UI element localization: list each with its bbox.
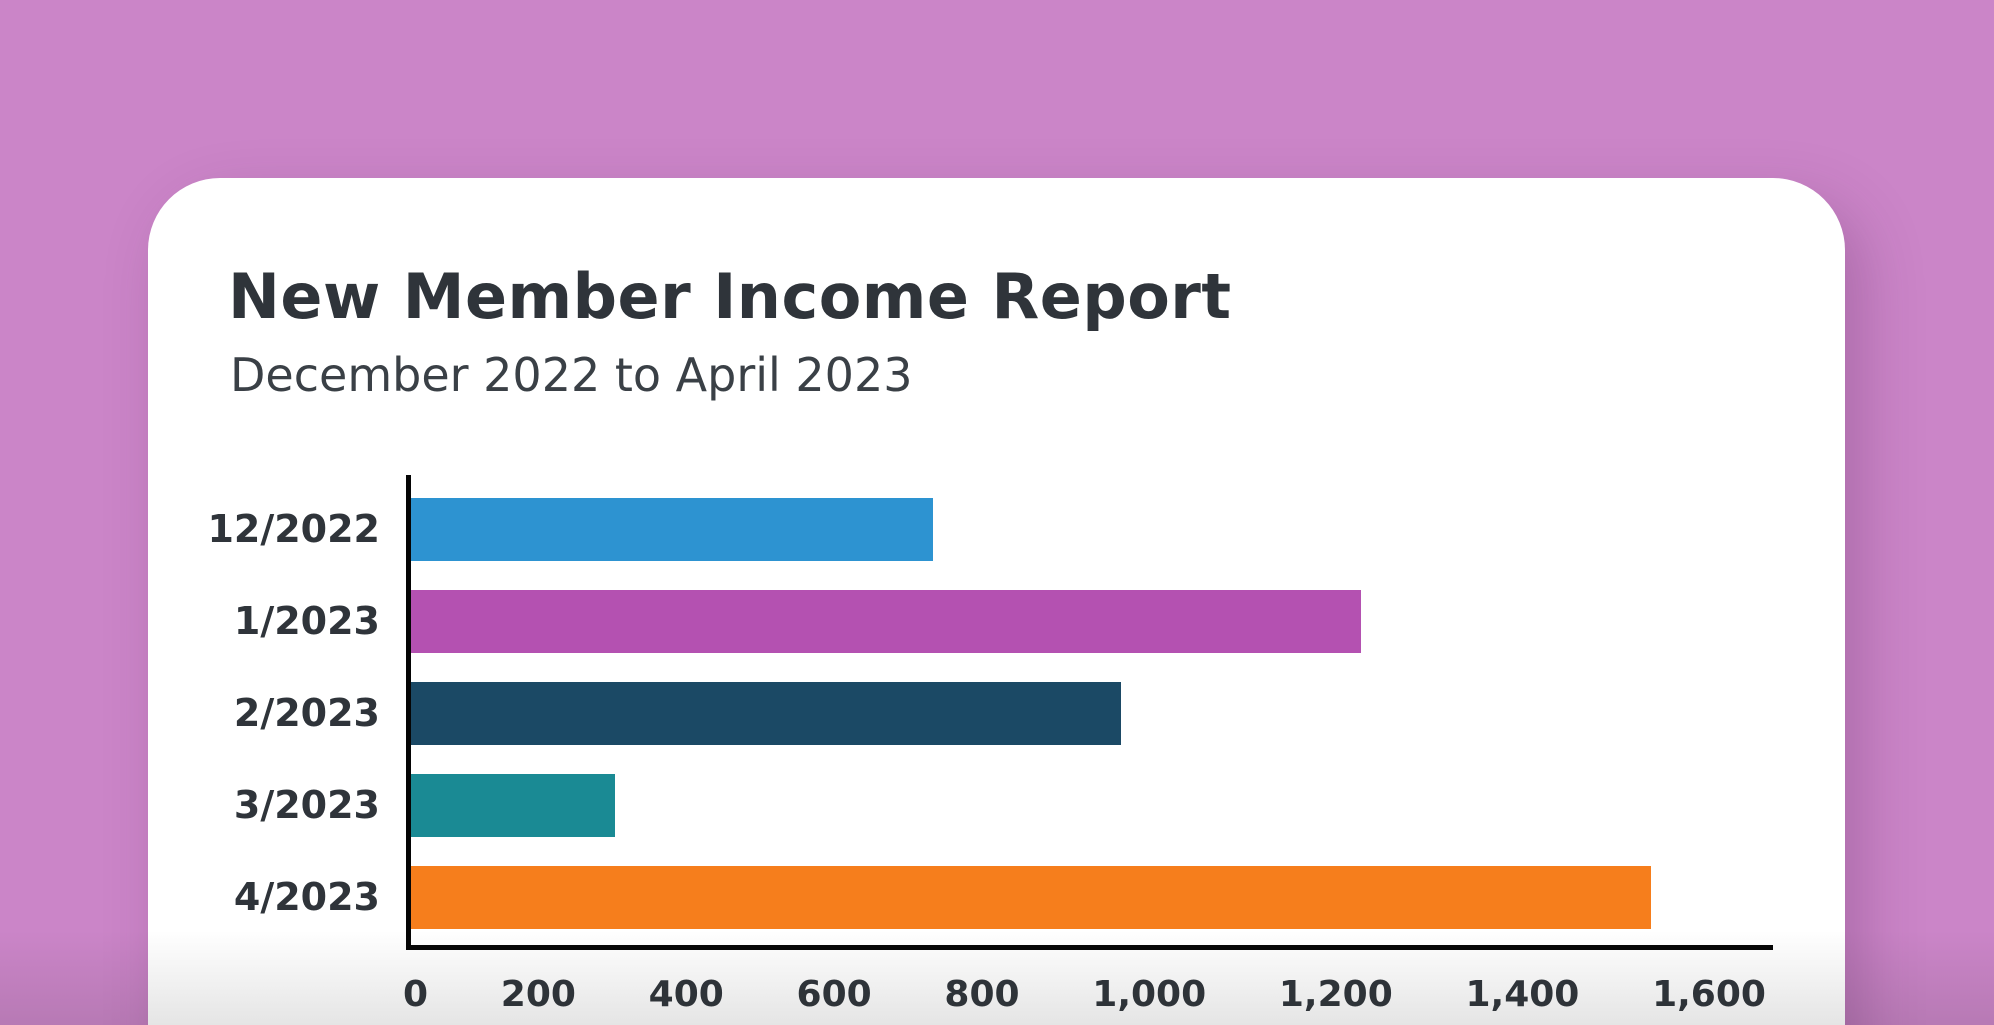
category-label: 4/2023 [233,875,380,919]
x-tick-label: 200 [500,974,576,1015]
x-tick-label: 1,400 [1465,974,1580,1015]
bar [411,773,615,837]
bar-row: 12/2022 [207,483,1773,575]
bar [411,589,1362,653]
bar [411,681,1121,745]
x-tick-label: 1,000 [1092,974,1207,1015]
bar [411,865,1651,929]
category-label: 1/2023 [233,599,380,643]
x-tick-label: 600 [796,974,872,1015]
y-axis-line [406,475,411,950]
bar-row: 1/2023 [234,575,1773,667]
bar-row: 2/2023 [234,667,1773,759]
x-tick-label: 400 [648,974,724,1015]
bar-row: 3/2023 [234,759,1773,851]
bar [411,497,933,561]
bar-row: 4/2023 [234,851,1773,943]
chart-subtitle: December 2022 to April 2023 [230,348,913,402]
x-axis-tick-labels: 0 200 400 600 800 1,000 1,200 1,400 1,60… [403,974,1766,1015]
x-tick-label: 800 [944,974,1020,1015]
category-label: 2/2023 [233,691,380,735]
bar-chart: 12/2022 1/2023 2/2023 3/2023 4/2023 0 20… [207,475,1773,1015]
bar-rows: 12/2022 1/2023 2/2023 3/2023 4/2023 [207,483,1773,943]
chart-title: New Member Income Report [228,260,1232,333]
x-tick-label: 0 [403,974,429,1015]
x-axis-line [406,945,1773,950]
report-card: New Member Income Report December 2022 t… [148,178,1845,1025]
x-tick-label: 1,600 [1652,974,1766,1015]
category-label: 12/2022 [207,507,380,551]
category-label: 3/2023 [233,783,380,827]
x-tick-label: 1,200 [1278,974,1393,1015]
